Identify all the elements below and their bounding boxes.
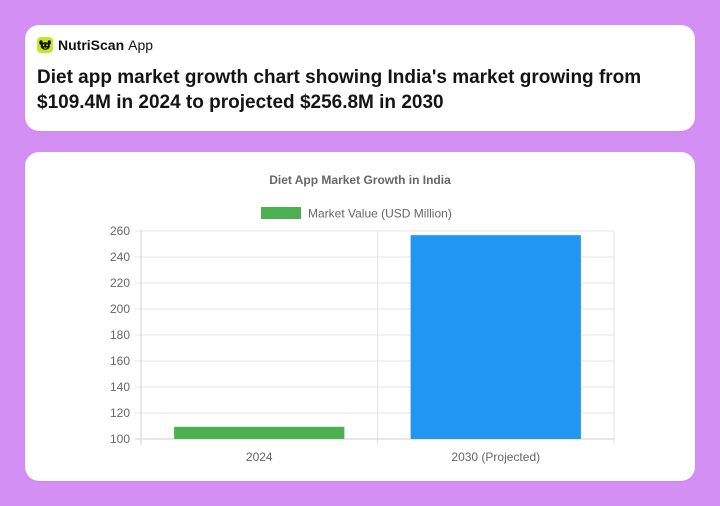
y-axis: 100 120 140 160 180 200 220 240 260 <box>110 224 130 446</box>
chart-card: Diet App Market Growth in India Market V… <box>25 152 695 481</box>
brand: NutriScan App <box>37 37 153 53</box>
x-tick-label: 2024 <box>246 450 273 464</box>
bar <box>174 426 345 439</box>
x-tick-label: 2030 (Projected) <box>451 450 540 464</box>
headline: Diet app market growth chart showing Ind… <box>37 67 642 113</box>
legend: Market Value (USD Million) <box>261 207 452 221</box>
y-tick-label: 140 <box>110 380 130 394</box>
chart-title: Diet App Market Growth in India <box>269 173 451 187</box>
header-card: NutriScan App Diet app market growth cha… <box>25 25 695 131</box>
y-tick-label: 240 <box>110 250 130 264</box>
y-tick-label: 260 <box>110 224 130 238</box>
y-tick-label: 180 <box>110 328 130 342</box>
bars <box>174 235 581 439</box>
y-tick-label: 200 <box>110 302 130 316</box>
y-tick-label: 100 <box>110 432 130 446</box>
x-axis: 2024 2030 (Projected) <box>246 450 540 464</box>
y-tick-label: 220 <box>110 276 130 290</box>
y-tick-label: 160 <box>110 354 130 368</box>
bar <box>410 235 581 439</box>
dog-face-icon <box>37 37 53 53</box>
brand-suffix: App <box>128 37 154 53</box>
legend-label: Market Value (USD Million) <box>308 207 452 221</box>
brand-name: NutriScan <box>58 37 125 53</box>
legend-swatch <box>261 207 301 219</box>
bar-chart: Diet App Market Growth in India Market V… <box>110 173 615 464</box>
y-tick-label: 120 <box>110 406 130 420</box>
